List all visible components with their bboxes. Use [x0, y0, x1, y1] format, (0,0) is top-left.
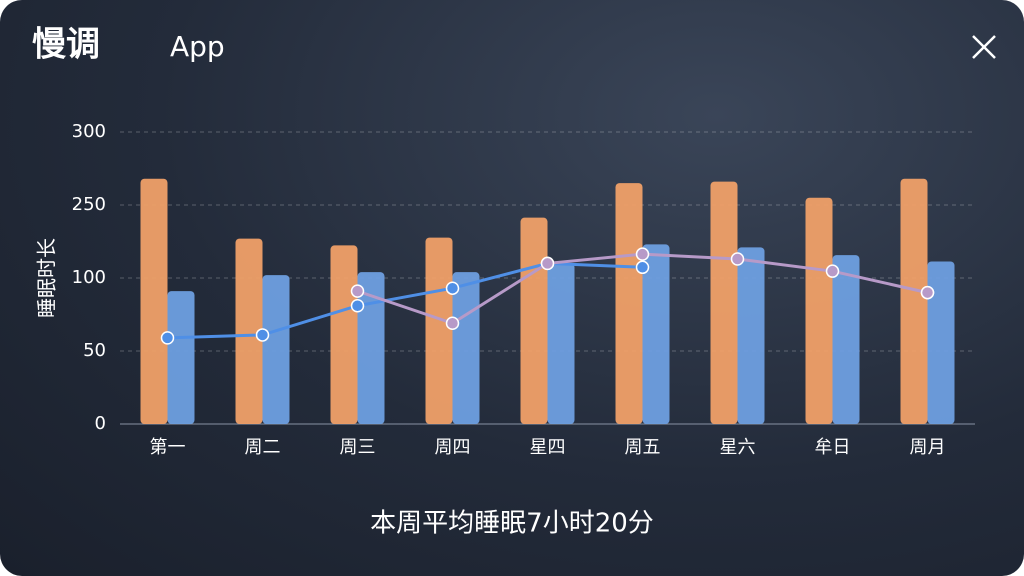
bar — [927, 261, 955, 424]
bar — [615, 183, 643, 424]
trend-point — [635, 260, 650, 275]
x-tick-label: 周三 — [340, 437, 376, 458]
trend-point — [445, 281, 460, 295]
x-tick-label: 第一 — [150, 437, 186, 458]
bar — [167, 291, 195, 424]
bar — [140, 178, 168, 424]
bar — [710, 181, 738, 424]
bar — [547, 263, 575, 424]
y-axis-label: 睡眠时长 — [35, 238, 59, 318]
x-tick-label: 周四 — [435, 437, 471, 458]
close-button[interactable] — [972, 35, 996, 59]
y-tick-label: 250 — [72, 194, 106, 215]
trend-point — [540, 256, 555, 271]
bar — [235, 238, 263, 424]
bar — [737, 247, 765, 424]
trend-point — [255, 328, 270, 342]
bar — [452, 272, 480, 424]
bar — [642, 244, 670, 424]
trend-point — [920, 285, 935, 300]
trend-point — [825, 264, 840, 278]
bar — [262, 275, 290, 424]
x-tick-label: 周五 — [625, 437, 661, 458]
bar — [900, 178, 928, 424]
app-title: 慢调 — [32, 25, 100, 65]
bar — [330, 245, 358, 424]
trend-point — [445, 316, 460, 331]
x-tick-label: 周二 — [245, 437, 281, 458]
trend-point — [350, 298, 365, 313]
trend-point — [635, 247, 650, 261]
x-tick-label: 周月 — [910, 437, 946, 458]
y-tick-label: 300 — [72, 121, 106, 142]
y-tick-label: 0 — [95, 413, 106, 434]
trend-point — [160, 331, 175, 345]
bar — [832, 255, 860, 424]
x-tick-label: 星六 — [720, 437, 756, 458]
y-tick-label: 50 — [83, 340, 106, 361]
trend-point — [730, 252, 745, 266]
bar — [805, 197, 833, 424]
y-tick-label: 100 — [72, 267, 106, 288]
bar — [425, 237, 453, 424]
trend-point — [350, 284, 365, 298]
x-tick-label: 牟日 — [815, 437, 851, 458]
app-subtitle: App — [170, 30, 225, 63]
bar — [520, 217, 548, 424]
summary: 本周平均睡眠7小时20分 — [370, 509, 654, 539]
bar — [357, 272, 385, 424]
x-tick-label: 星四 — [530, 437, 566, 458]
